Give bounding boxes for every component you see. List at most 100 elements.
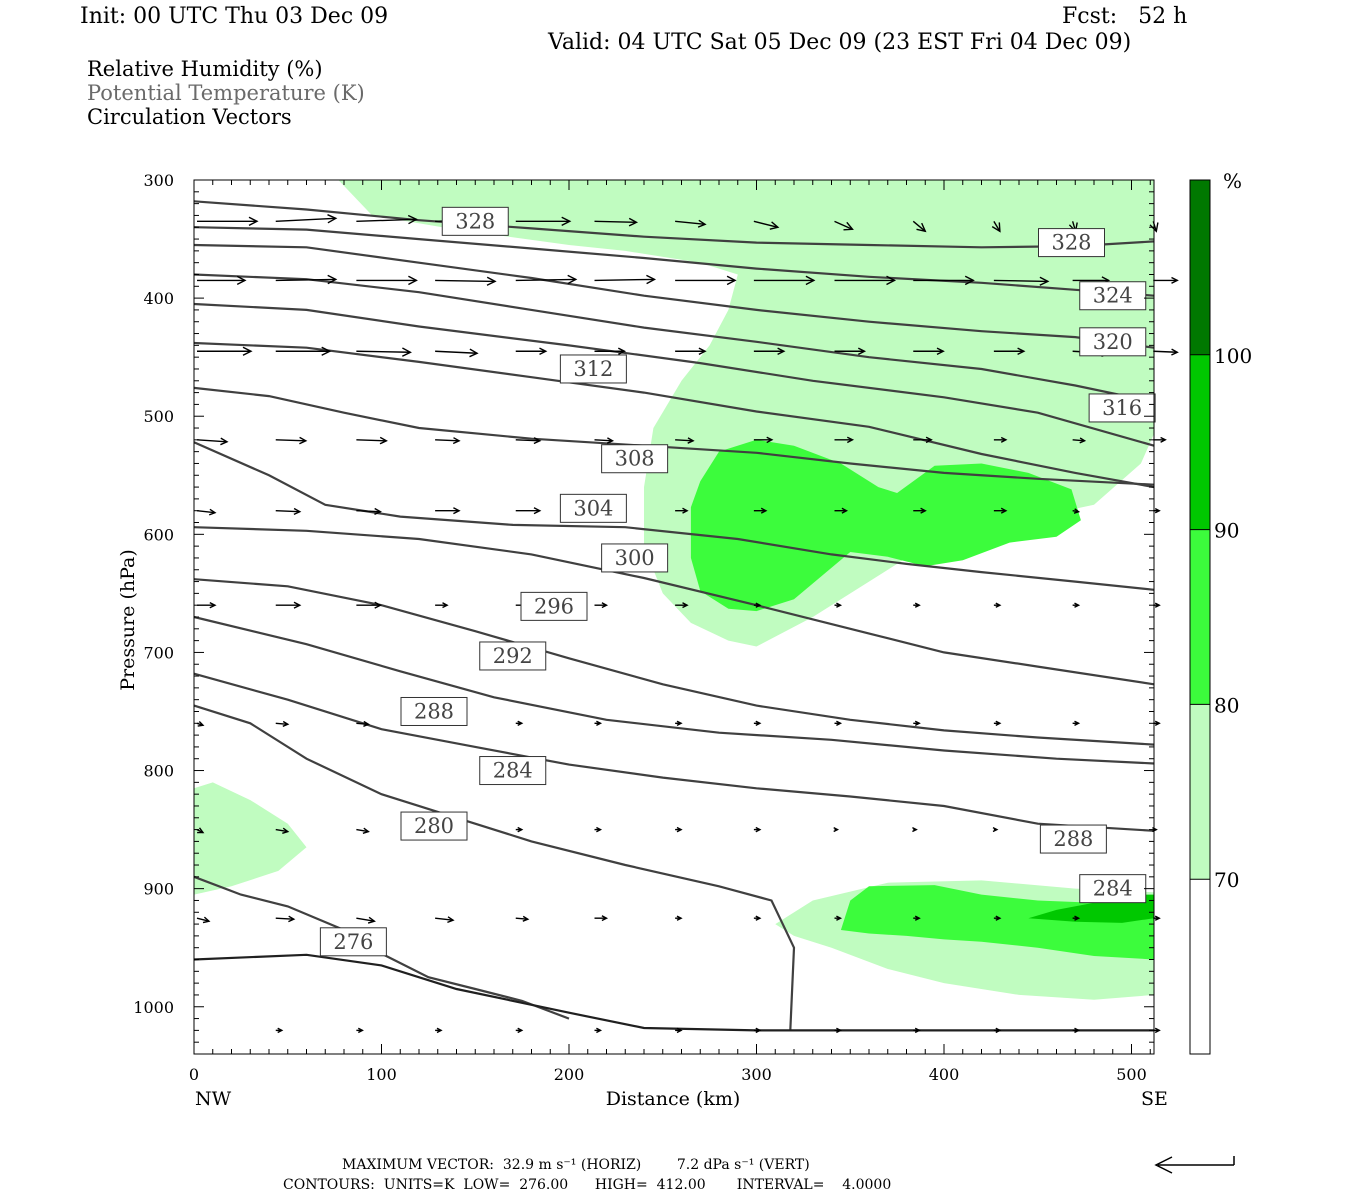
vector-head-0-2 [407,214,418,225]
vector-head-9-3 [436,1027,443,1034]
vector-head-7-10 [992,826,999,833]
vector-head-5-10 [995,602,1002,608]
vector-head-1-1 [327,274,338,285]
y-tick-label-300: 300 [143,171,174,190]
contour-label-box-324-12 [1079,281,1147,311]
y-tick-label-600: 600 [143,525,174,544]
theta-contour-316 [193,273,1155,404]
vector-head-6-9 [914,720,921,727]
vector-head-5-1 [293,601,302,609]
vector-head-6-5 [596,720,603,727]
y-tick-label-800: 800 [143,762,174,781]
vector-head-4-1 [293,507,302,516]
vector-head-6-6 [676,720,683,727]
vector-shaft-0-7 [753,220,779,229]
theta-contour-296 [193,526,1155,686]
vector-shaft-0-9 [912,220,926,232]
contour-label-288-15: 288 [1053,827,1093,851]
x-axis-label: Distance (km) [606,1088,741,1110]
contour-label-box-320-11 [1079,327,1147,357]
vector-shaft-3-4 [515,439,540,442]
vector-head-9-8 [836,1027,843,1034]
vector-head-4-8 [841,507,849,514]
vector-shaft-1-4 [515,278,576,282]
contour-label-box-328-13 [441,206,509,236]
theta-contour-308 [193,341,1155,489]
contour-label-292-4: 292 [493,644,533,668]
x-tick-label-400: 400 [929,1065,960,1084]
vector-head-7-4 [517,826,524,833]
vector-shaft-3-3 [435,439,460,442]
vector-head-8-2 [367,916,376,924]
vector-head-6-4 [517,720,524,727]
vector-head-2-1 [321,346,332,356]
vector-shaft-3-0 [196,439,228,443]
vector-shaft-8-2 [356,917,375,922]
vector-head-7-8 [833,826,840,833]
contour-label-box-296-5 [520,591,588,621]
vector-head-1-7 [805,275,816,286]
vector-head-3-11 [1079,437,1087,444]
vector-head-4-4 [533,507,542,515]
contour-labels: 276 280 284 288 292 296 300 304 308 312 316 320 324 3… [319,206,1156,957]
vector-head-4-12 [1154,507,1161,514]
vector-head-9-6 [676,1027,683,1034]
vector-shaft-7-1 [275,828,288,833]
vector-head-4-0 [208,508,217,516]
x-right-end-label: SE [1141,1088,1168,1110]
vector-shaft-7-2 [356,828,369,833]
theta-contour-324 [193,226,1155,297]
colorbar-label-90: 90 [1214,519,1239,543]
vector-head-1-4 [567,274,578,285]
vector-head-5-12 [1154,602,1161,608]
contour-label-304-7: 304 [573,496,613,520]
vector-head-5-0 [209,601,217,609]
vector-head-0-0 [248,216,259,227]
vector-head-9-12 [1154,1027,1161,1034]
contour-label-296-5: 296 [534,594,574,618]
theta-contour-300 [193,441,1155,591]
vector-head-0-5 [628,217,639,227]
y-tick-label-400: 400 [143,289,174,308]
vector-head-4-7 [760,507,768,514]
colorbar-segment-1 [1190,704,1210,880]
vector-head-7-9 [912,826,918,833]
contour-label-312-9: 312 [573,357,613,381]
vector-head-7-1 [282,827,290,834]
x-tick-label-300: 300 [741,1065,772,1084]
contour-info-note: CONTOURS: UNITS=K LOW= 276.00 HIGH= 412.… [283,1177,892,1193]
vector-head-6-8 [836,720,843,727]
vector-head-0-4 [561,216,572,227]
contour-label-328-13: 328 [455,209,495,233]
x-tick-label-200: 200 [554,1065,585,1084]
vector-head-1-3 [486,276,497,286]
vector-head-8-3 [447,916,455,924]
vector-shaft-8-1 [275,917,294,920]
legend-relative-humidity: Relative Humidity (%) [87,57,323,81]
vector-head-2-3 [469,348,479,358]
rh-region-80-3 [690,439,1081,612]
vector-head-9-9 [914,1027,921,1034]
vector-head-7-0 [197,827,205,834]
vector-head-6-0 [197,721,205,727]
vector-head-6-7 [755,720,762,727]
vector-shaft-8-4 [515,917,528,920]
vector-head-2-9 [936,347,945,356]
vector-shaft-6-2 [356,722,369,725]
vector-head-2-4 [539,347,548,356]
vector-shaft-8-3 [435,917,454,921]
colorbar-frame [1189,179,1211,1055]
vector-head-3-0 [220,437,229,446]
x-tick-label-500: 500 [1116,1065,1147,1084]
contour-label-328-14: 328 [1051,231,1091,255]
contour-label-308-8: 308 [615,447,655,471]
vector-head-8-0 [202,916,211,924]
theta-contour-280 [193,704,796,1031]
contour-label-box-284-2 [479,756,547,786]
x-tick-label-0: 0 [189,1065,199,1084]
colorbar-label-80: 80 [1214,693,1239,717]
vector-head-0-7 [769,221,780,230]
contour-label-box-304-7 [559,493,627,523]
vector-head-8-5 [601,915,609,922]
vector-head-3-9 [925,436,933,444]
